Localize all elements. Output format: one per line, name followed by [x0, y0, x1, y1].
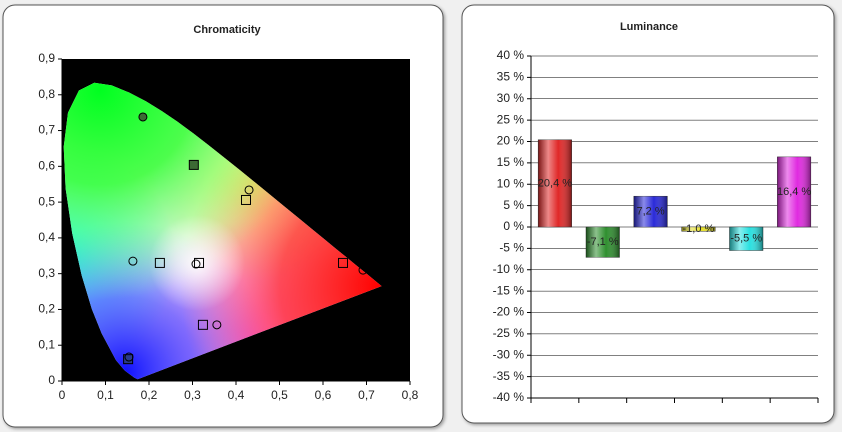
- y-tick-label: 30 %: [497, 91, 525, 105]
- y-tick-label: 0 %: [503, 219, 524, 233]
- y-tick-label: 25 %: [497, 112, 525, 126]
- bar-shading: [681, 227, 716, 232]
- x-tick-label: 0,7: [358, 388, 375, 402]
- target-marker: [154, 257, 165, 268]
- x-tick-label: 0,3: [184, 388, 201, 402]
- y-tick-label: 0: [48, 373, 55, 387]
- y-tick-label: 10 %: [497, 176, 525, 190]
- y-tick-label: 5 %: [503, 198, 524, 212]
- y-tick-label: -5 %: [499, 241, 524, 255]
- bar-shading: [633, 196, 668, 227]
- y-tick-label: -35 %: [493, 369, 525, 383]
- x-tick-label: 0,4: [228, 388, 245, 402]
- bar-shading: [777, 156, 811, 227]
- value-label: -5,5 %: [730, 233, 762, 245]
- y-tick-label: 20 %: [497, 134, 525, 148]
- y-tick-label: -40 %: [493, 390, 525, 404]
- bar-shading: [586, 227, 620, 258]
- value-label: 20,4 %: [538, 177, 572, 189]
- y-tick-label: 0,7: [38, 123, 55, 137]
- y-tick-label: 0,3: [38, 266, 55, 280]
- y-tick-label: 0,8: [38, 87, 55, 101]
- y-tick-label: 15 %: [497, 155, 525, 169]
- bar-shading: [729, 227, 763, 251]
- y-tick-label: 35 %: [497, 70, 525, 84]
- x-tick-label: 0: [59, 388, 66, 402]
- x-tick-label: 0,8: [402, 388, 419, 402]
- y-tick-label: 0,2: [38, 302, 55, 316]
- value-label: 16,4 %: [777, 186, 811, 198]
- y-tick-label: 0,5: [38, 194, 55, 208]
- target-marker: [241, 194, 252, 205]
- chart-title: Chromaticity: [193, 24, 261, 36]
- value-label: -1,0 %: [683, 223, 715, 235]
- value-label: -7,1 %: [587, 236, 619, 248]
- y-tick-label: -25 %: [493, 326, 525, 340]
- chart-title: Luminance: [620, 21, 678, 33]
- y-tick-label: -15 %: [493, 283, 525, 297]
- measured-marker: [138, 112, 148, 122]
- measured-marker: [358, 265, 368, 275]
- y-tick-label: 0,6: [38, 159, 55, 173]
- value-label: 7,2 %: [637, 206, 665, 218]
- measured-marker: [128, 256, 138, 266]
- target-marker: [197, 319, 208, 330]
- x-tick-label: 0,1: [97, 388, 114, 402]
- y-tick-label: 0,1: [38, 337, 55, 351]
- target-marker: [338, 257, 349, 268]
- x-tick-label: 0,5: [271, 388, 288, 402]
- y-tick-label: -10 %: [493, 262, 525, 276]
- y-tick-label: 0,9: [38, 51, 55, 65]
- x-tick-label: 0,2: [141, 388, 158, 402]
- bar-shading: [538, 139, 572, 227]
- measured-marker: [212, 320, 222, 330]
- x-tick-label: 0,6: [315, 388, 332, 402]
- target-marker: [194, 257, 205, 268]
- target-marker: [188, 159, 199, 170]
- y-tick-label: 0,4: [38, 230, 55, 244]
- measured-marker: [124, 352, 134, 362]
- measured-marker: [191, 259, 201, 269]
- y-tick-label: 40 %: [497, 48, 525, 62]
- y-tick-label: -20 %: [493, 305, 525, 319]
- y-tick-label: -30 %: [493, 347, 525, 361]
- measured-marker: [244, 185, 254, 195]
